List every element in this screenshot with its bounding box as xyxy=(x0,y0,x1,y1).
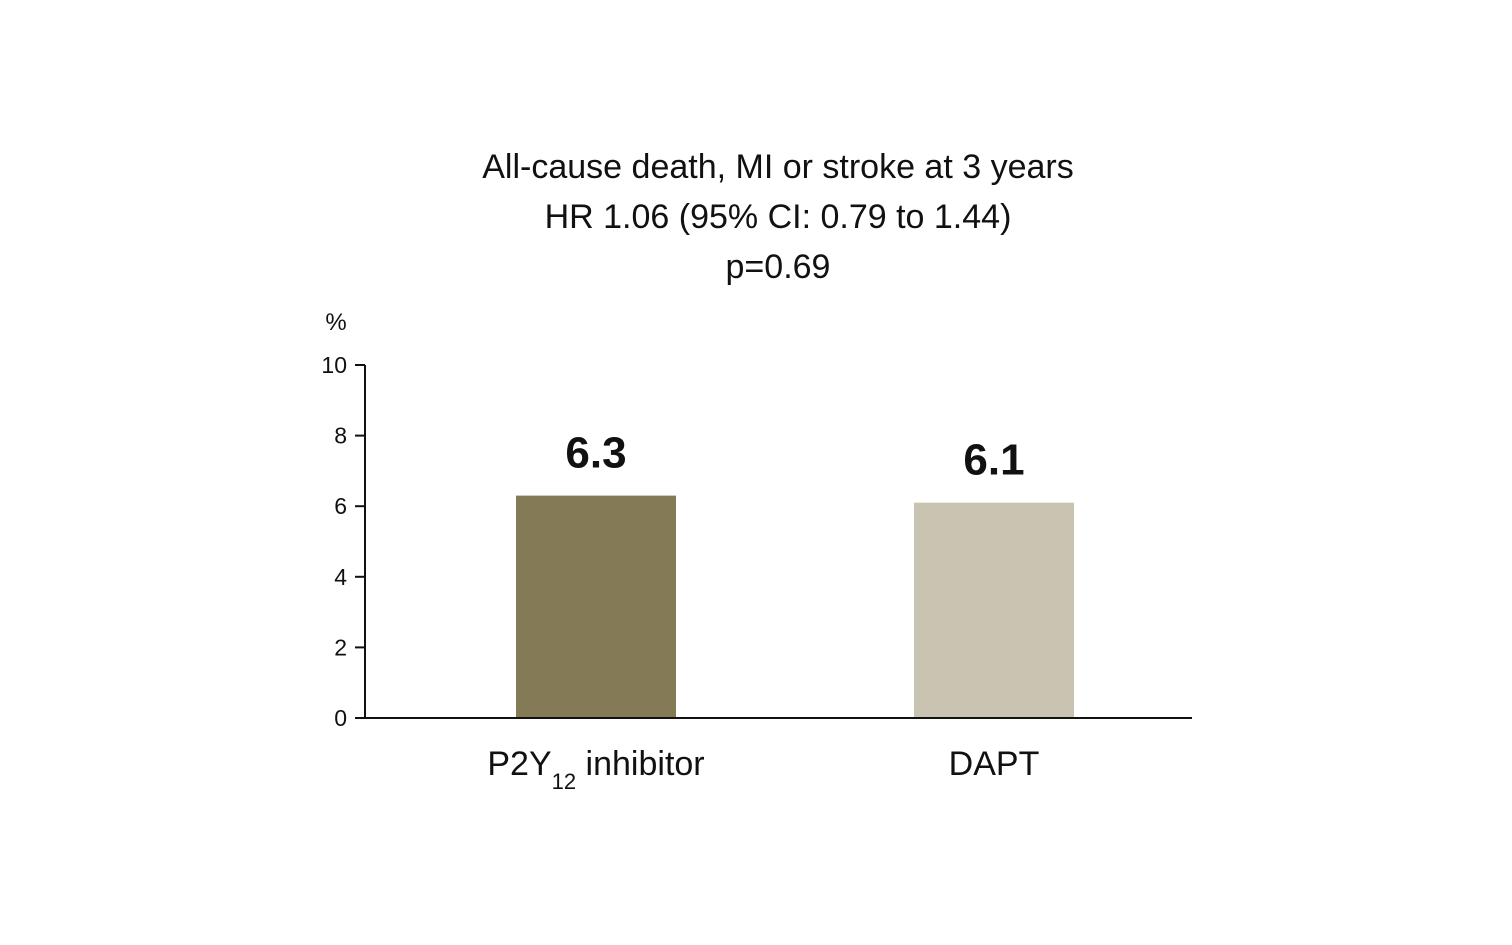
y-tick-label: 2 xyxy=(334,634,347,660)
y-tick-label: 6 xyxy=(334,493,347,519)
category-label-2: DAPT xyxy=(949,745,1040,783)
data-labels: 6.3 6.1 xyxy=(565,429,1024,485)
data-label-1: 6.3 xyxy=(565,429,626,478)
chart-title: All-cause death, MI or stroke at 3 years… xyxy=(482,148,1073,286)
y-axis-unit-label: % xyxy=(325,309,346,336)
category-label-1: P2Y12 inhibitor xyxy=(487,745,704,794)
y-tick-label: 4 xyxy=(334,564,347,590)
bar-1 xyxy=(516,495,676,718)
y-tick-label: 10 xyxy=(321,352,347,378)
y-tick-label: 8 xyxy=(334,423,347,449)
chart-title-line-1: All-cause death, MI or stroke at 3 years xyxy=(482,148,1073,186)
chart-title-line-3: p=0.69 xyxy=(726,248,831,286)
y-axis: 0 2 4 6 8 10 xyxy=(321,352,366,731)
chart-title-line-2: HR 1.06 (95% CI: 0.79 to 1.44) xyxy=(545,198,1012,236)
data-label-2: 6.1 xyxy=(963,436,1024,485)
y-tick-label: 0 xyxy=(334,705,347,731)
x-axis-category-labels: P2Y12 inhibitor DAPT xyxy=(487,745,1039,794)
bars xyxy=(516,495,1074,718)
bar-2 xyxy=(914,502,1074,718)
